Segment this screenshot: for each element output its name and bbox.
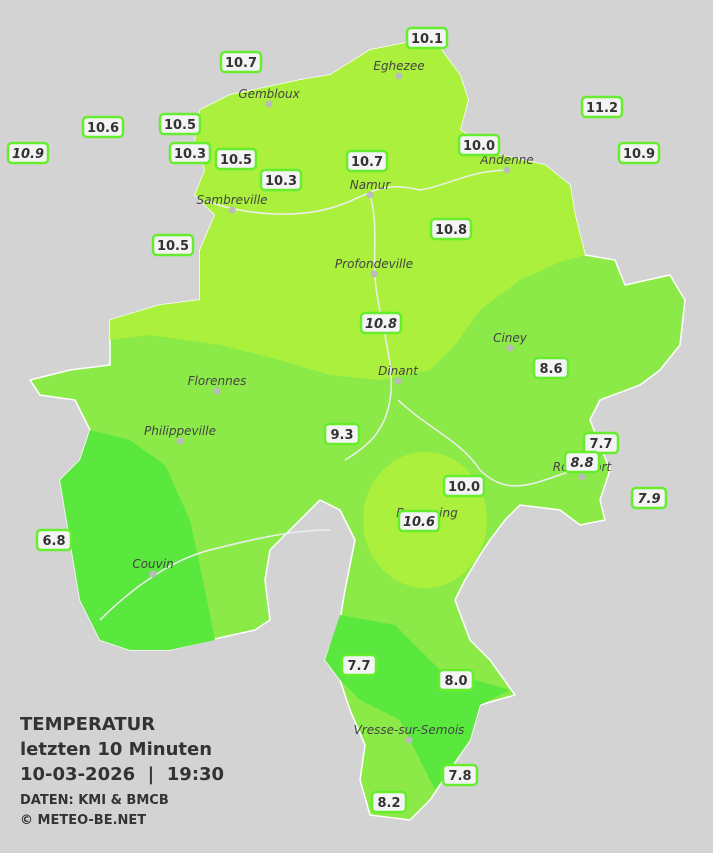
station-value: 10.6 [87,121,119,136]
station-value: 10.3 [265,174,297,189]
station-value: 10.9 [12,147,44,162]
city-dot [366,191,374,199]
title: TEMPERATUR [20,714,155,735]
city-label: Vresse-sur-Semois [354,723,465,737]
city-dot [395,72,403,80]
station-box [345,149,389,173]
city-dot [213,387,221,395]
station-box [630,486,668,510]
stations: 10.1 10.7 10.6 10.5 11.2 10.9 10.3 10.5 10.3 10.7… [6,26,668,814]
station-box [397,509,441,533]
station-box [441,763,479,787]
city-label: Gembloux [238,87,300,101]
station-value: 10.5 [164,118,196,133]
station-value: 9.3 [330,428,353,443]
station-value: 10.8 [435,223,467,238]
zone-warm [110,42,585,380]
city-dot [370,270,378,278]
station-value: 8.6 [539,362,562,377]
station-box [429,217,473,241]
city-dot [176,437,184,445]
station-value: 11.2 [586,101,618,116]
station-box [563,450,601,474]
datetime: 10-03-2026 | 19:30 [20,764,224,785]
station-value: 10.1 [411,32,443,47]
station-box [359,311,403,335]
station-value: 7.9 [637,492,660,507]
station-box [582,431,620,455]
station-box [168,141,212,165]
station-value: 10.5 [157,239,189,254]
station-value: 10.7 [351,155,383,170]
city-label: Dinant [378,364,419,378]
station-value: 10.5 [220,153,252,168]
station-box [340,653,378,677]
city-dot [265,100,273,108]
station-value: 8.2 [377,796,400,811]
city-label: Ciney [493,331,528,345]
city-label: Florennes [188,374,247,388]
station-value: 7.7 [347,659,370,674]
station-box [158,112,202,136]
station-value: 7.8 [448,769,471,784]
station-value: 10.0 [463,139,495,154]
station-box [151,233,195,257]
city-dot [405,736,413,744]
station-box [323,422,361,446]
station-box [219,50,263,74]
station-box [259,168,303,192]
station-box [81,115,125,139]
station-value: 10.7 [225,56,257,71]
city-label: Namur [350,178,392,192]
subtitle: letzten 10 Minuten [20,739,212,760]
city-label: Profondeville [335,257,413,271]
zone-cool [60,430,215,650]
city-dot [394,377,402,385]
station-box [437,668,475,692]
station-box [580,95,624,119]
station-value: 8.8 [570,456,593,471]
station-value: 8.0 [444,674,467,689]
city-dot [578,473,586,481]
station-value: 10.0 [448,480,480,495]
source: DATEN: KMI & BMCB [20,793,169,808]
copyright: © METEO-BE.NET [20,813,146,828]
city-dot [149,570,157,578]
city-label: Eghezee [373,59,424,73]
city-dot [503,166,511,174]
station-box [457,133,501,157]
station-box [214,147,258,171]
station-box [532,356,570,380]
city-label: Philippeville [144,424,216,438]
station-box [442,474,486,498]
station-value: 10.8 [365,317,397,332]
station-box [405,26,449,50]
station-box [370,790,408,814]
station-value: 10.9 [623,147,655,162]
station-value: 7.7 [589,437,612,452]
legend-block: TEMPERATUR letzten 10 Minuten 10-03-2026… [20,714,224,828]
station-box [6,141,50,165]
station-value: 10.6 [403,515,435,530]
city-label: Andenne [479,153,533,167]
city-label: Sambreville [196,193,267,207]
city-dot [506,344,514,352]
station-value: 6.8 [42,534,65,549]
station-value: 10.3 [174,147,206,162]
station-box [617,141,661,165]
city-label: Couvin [132,557,173,571]
station-box [35,528,73,552]
city-dot [228,206,236,214]
